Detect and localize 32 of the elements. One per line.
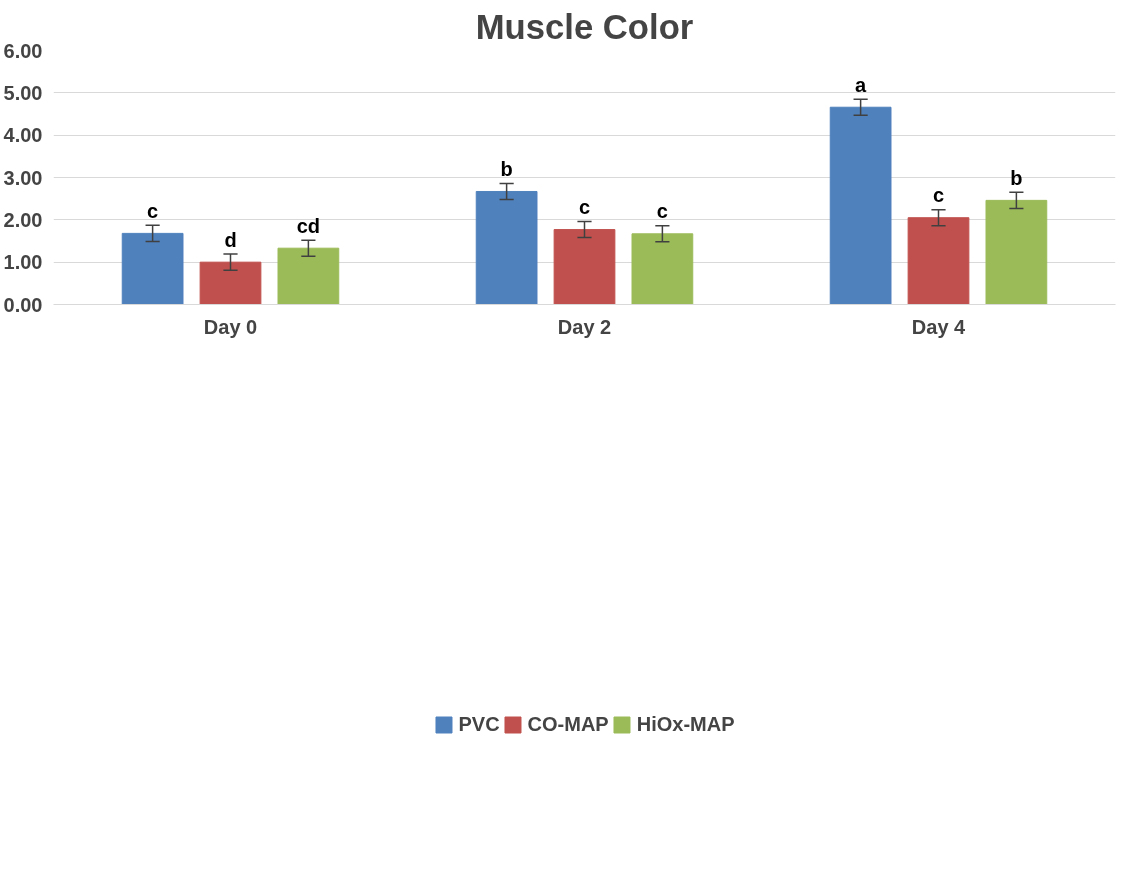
bar	[553, 229, 616, 305]
x-tick-label: Day 0	[203, 315, 258, 338]
bar	[199, 261, 262, 305]
legend-label: HiOx-MAP	[636, 712, 735, 736]
y-tick-label: 5.00	[3, 81, 43, 104]
bar	[277, 247, 340, 305]
data-label: b	[1010, 166, 1023, 189]
y-tick-label: 2.00	[3, 208, 43, 231]
data-label: b	[500, 158, 513, 181]
bar	[985, 199, 1048, 305]
data-label: c	[578, 196, 591, 219]
legend-label: PVC	[458, 712, 500, 736]
bar	[121, 232, 184, 305]
bar	[907, 217, 970, 305]
data-label: cd	[296, 214, 321, 237]
bar	[631, 233, 694, 305]
bar	[829, 106, 892, 305]
x-tick-label: Day 4	[911, 315, 967, 338]
bar	[475, 190, 538, 305]
y-tick-label: 4.00	[3, 124, 43, 147]
y-tick-label: 6.00	[3, 39, 43, 62]
y-tick-label: 1.00	[3, 251, 43, 274]
data-label: a	[855, 73, 868, 96]
y-tick-label: 0.00	[3, 293, 43, 316]
data-label: c	[932, 184, 945, 207]
chart-title: Muscle Color	[475, 7, 694, 46]
data-label: c	[147, 199, 159, 222]
y-tick-label: 3.00	[3, 166, 43, 189]
x-tick-label: Day 2	[557, 315, 612, 338]
legend-label: CO-MAP	[527, 712, 609, 736]
data-label: c	[656, 200, 668, 223]
data-label: d	[224, 228, 237, 251]
